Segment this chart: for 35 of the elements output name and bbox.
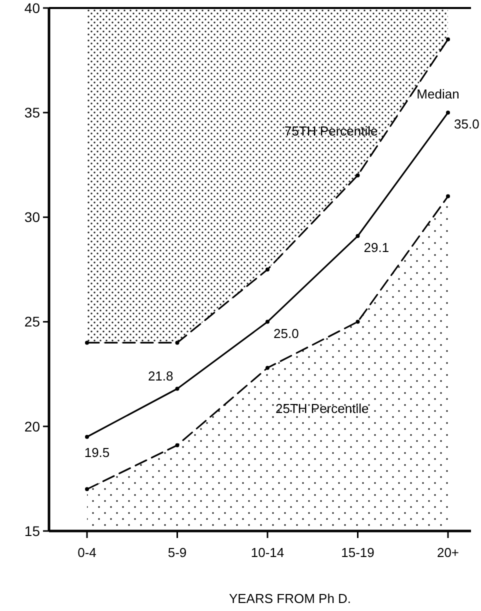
data-label: 35.0: [454, 116, 480, 132]
data-label: 25.0: [274, 326, 299, 341]
x-tick-label: 0-4: [78, 545, 96, 560]
point: [175, 386, 180, 391]
point: [175, 340, 180, 345]
y-tick-label: 15: [24, 522, 40, 539]
x-axis-title: YEARS FROM Ph D.: [228, 591, 352, 606]
point: [446, 110, 450, 115]
x-tick-label: 20+: [436, 545, 460, 560]
x-tick-label: 15-19: [341, 545, 374, 560]
data-label: 19.5: [84, 444, 110, 460]
point: [266, 366, 270, 370]
point: [85, 340, 89, 345]
text: 25TH Percentile: [276, 400, 369, 416]
point: [266, 268, 270, 272]
point: [446, 194, 450, 198]
point: [85, 434, 89, 439]
data-label: 29.1: [364, 240, 390, 256]
point: [446, 37, 450, 42]
point: [356, 234, 360, 238]
y-tick-label: 25: [24, 314, 40, 330]
y-tick-label: 30: [24, 209, 40, 226]
point: [356, 173, 360, 178]
series-label: Median: [416, 86, 460, 102]
x-tick-label: 10-14: [250, 545, 284, 560]
y-tick-label: 20: [24, 418, 40, 434]
data-label: 21.8: [148, 368, 174, 384]
y-tick-label: 40: [24, 0, 40, 16]
series-label: 75TH Percentile: [284, 123, 378, 138]
x-tick-label: 5-9: [168, 545, 187, 560]
point: [356, 320, 360, 324]
point: [266, 320, 270, 324]
point: [175, 443, 180, 448]
y-tick-label: 35: [24, 104, 40, 120]
point: [85, 487, 89, 492]
